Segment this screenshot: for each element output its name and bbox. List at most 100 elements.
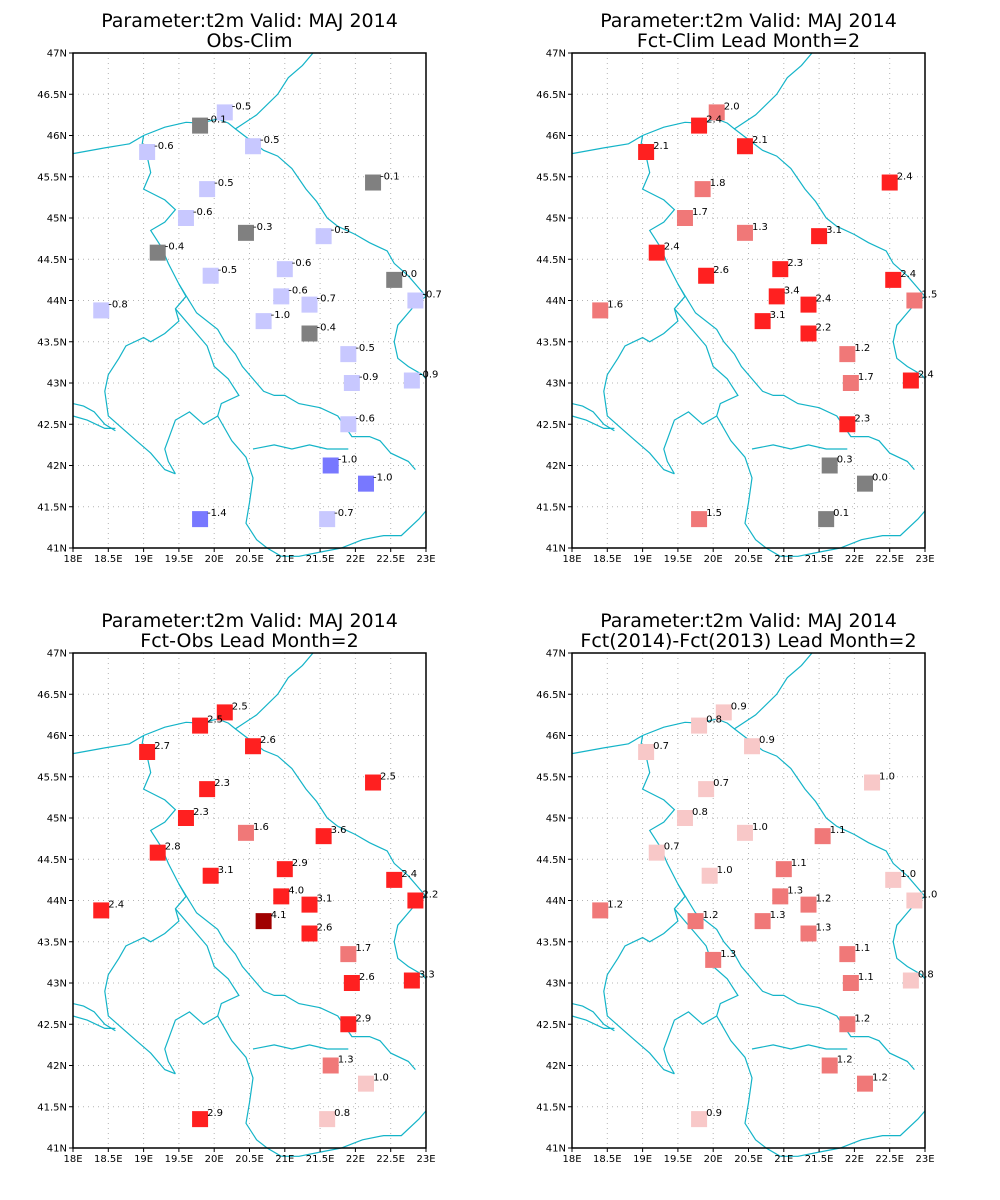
border-line — [780, 1110, 926, 1157]
station-marker — [736, 824, 753, 841]
station-marker — [199, 781, 216, 798]
station-value-label: 2.7 — [154, 741, 170, 752]
station-value-label: -0.6 — [193, 207, 213, 218]
y-tick-label: 41.5N — [37, 1102, 67, 1113]
station-marker — [800, 896, 817, 913]
station-marker — [701, 867, 718, 884]
station-marker — [864, 774, 881, 791]
x-tick-label: 20.5E — [235, 554, 264, 565]
station-value-label: 2.4 — [108, 899, 124, 910]
station-value-label: 1.3 — [816, 923, 832, 934]
border-line — [892, 295, 926, 380]
station-value-label: 1.5 — [706, 508, 722, 519]
station-value-label: 1.2 — [607, 899, 623, 910]
y-tick-label: 45.5N — [37, 772, 67, 783]
station-marker — [139, 144, 156, 160]
station-marker — [811, 228, 828, 245]
station-markers: 0.9 0.8 0.9 0.7 1.0 0.7 0.8 1.0 1.1 0.7 1.1 1.0 1.0 1… — [592, 701, 937, 1128]
station-marker — [881, 174, 898, 191]
station-marker — [885, 871, 902, 888]
y-tick-label: 42.5N — [536, 1020, 566, 1031]
station-marker — [386, 271, 403, 288]
y-tick-label: 46N — [47, 731, 67, 742]
station-value-label: -0.5 — [214, 178, 234, 189]
panel-subtitle: Fct-Obs Lead Month=2 — [140, 630, 358, 652]
y-tick-label: 45N — [546, 814, 566, 825]
station-marker — [687, 913, 704, 930]
y-tick-label: 45N — [546, 214, 566, 225]
border-line — [571, 118, 926, 297]
station-marker — [839, 416, 856, 433]
border-line — [72, 118, 427, 297]
country-borders — [72, 52, 427, 557]
y-tick-label: 41.5N — [37, 502, 67, 513]
y-tick-label: 44.5N — [536, 255, 566, 266]
y-tick-label: 47N — [47, 649, 67, 660]
x-tick-label: 20E — [704, 554, 723, 565]
x-axis-ticks: 18E 18.5E 19E 19.5E 20E 20.5E 21E 21.5E 22E 22.5E… — [63, 548, 436, 565]
x-tick-label: 22E — [845, 1154, 864, 1165]
station-marker — [821, 457, 838, 474]
station-marker — [301, 925, 318, 942]
x-axis-ticks: 18E 18.5E 19E 19.5E 20E 20.5E 21E 21.5E 22E 22.5E… — [63, 1148, 436, 1165]
border-line — [571, 1003, 615, 1032]
station-value-label: 1.2 — [854, 1013, 870, 1024]
y-tick-label: 44.5N — [536, 855, 566, 866]
station-marker — [357, 475, 374, 492]
station-marker — [736, 224, 753, 241]
station-marker — [255, 913, 272, 930]
station-value-label: 0.9 — [731, 701, 747, 712]
station-value-label: 0.8 — [918, 970, 934, 981]
x-tick-label: 20E — [704, 1154, 723, 1165]
station-value-label: 3.1 — [826, 225, 842, 236]
station-value-label: 3.1 — [770, 310, 786, 321]
station-marker — [691, 117, 708, 134]
border-line — [677, 283, 915, 470]
y-tick-label: 41N — [47, 1144, 67, 1155]
y-tick-label: 43.5N — [536, 937, 566, 948]
station-value-label: 1.0 — [373, 1073, 389, 1084]
border-line — [571, 1015, 615, 1029]
station-marker — [301, 296, 318, 313]
station-value-label: -0.9 — [419, 370, 439, 381]
x-tick-label: 19.5E — [664, 1154, 693, 1165]
station-value-label: 1.0 — [752, 822, 768, 833]
border-line — [393, 295, 427, 380]
y-tick-label: 42N — [47, 461, 67, 472]
station-value-label: 2.9 — [207, 1108, 223, 1119]
station-value-label: 2.1 — [752, 135, 768, 146]
station-value-label: -0.8 — [108, 299, 128, 310]
y-tick-label: 43.5N — [37, 937, 67, 948]
station-value-label: 2.5 — [380, 772, 396, 783]
station-marker — [800, 925, 817, 942]
border-line — [716, 1015, 781, 1157]
station-value-label: 1.0 — [921, 890, 937, 901]
station-marker — [340, 346, 357, 363]
x-tick-label: 19.5E — [165, 554, 194, 565]
station-marker — [237, 824, 254, 841]
station-value-label: 2.4 — [401, 869, 417, 880]
station-marker — [856, 475, 873, 492]
station-value-label: 2.5 — [232, 701, 248, 712]
station-marker — [315, 228, 332, 245]
station-marker — [245, 738, 262, 755]
border-line — [104, 135, 187, 475]
station-marker — [842, 975, 859, 991]
y-tick-label: 47N — [546, 649, 566, 660]
station-marker — [149, 244, 166, 261]
x-tick-label: 19E — [134, 554, 153, 565]
y-tick-label: 45.5N — [536, 772, 566, 783]
station-marker — [315, 828, 332, 845]
x-tick-label: 18.5E — [94, 554, 123, 565]
station-value-label: 2.0 — [724, 101, 740, 112]
station-value-label: 2.2 — [422, 890, 438, 901]
x-tick-label: 20.5E — [734, 1154, 763, 1165]
x-tick-label: 20E — [205, 1154, 224, 1165]
border-line — [164, 308, 240, 475]
station-value-label: 0.1 — [833, 508, 849, 519]
y-tick-label: 44.5N — [37, 255, 67, 266]
border-line — [72, 718, 427, 897]
station-value-label: 2.4 — [664, 242, 680, 253]
y-tick-label: 43N — [546, 979, 566, 990]
